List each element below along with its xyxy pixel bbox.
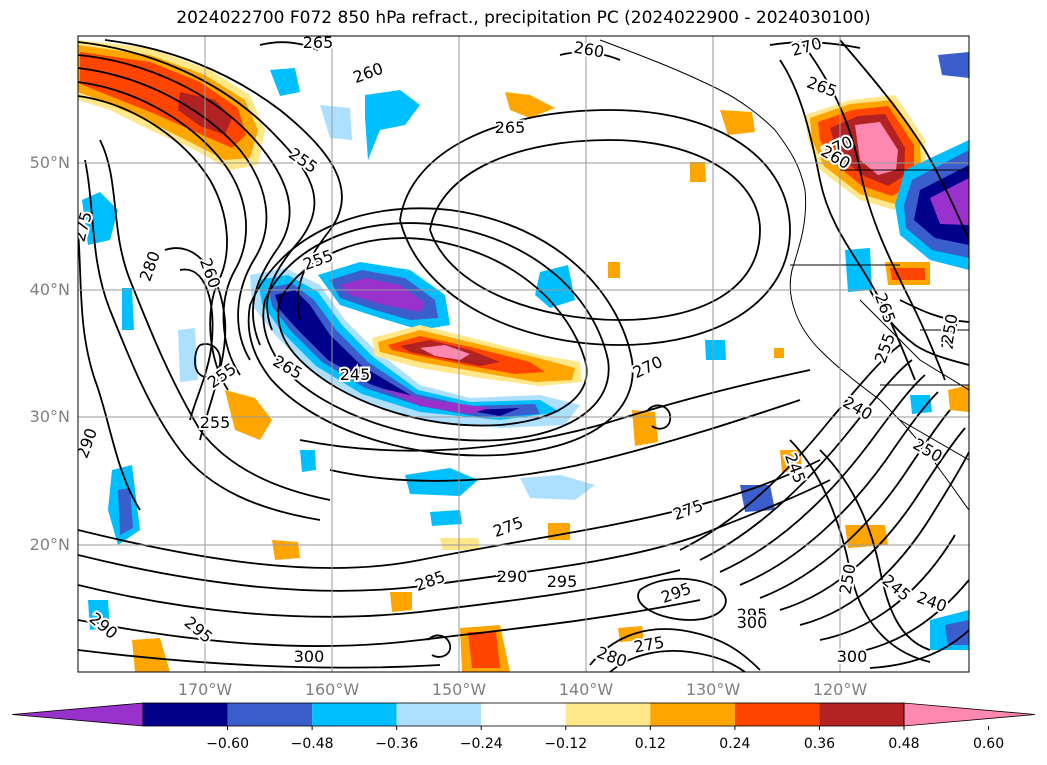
contour-label: 295 [547, 572, 578, 591]
contour-label-halo: 265 [303, 33, 334, 52]
contour-label: 255 [200, 413, 231, 432]
lat-label: 40°N [29, 280, 70, 299]
colorbar-tick-label: 0.36 [803, 736, 836, 752]
colorbar-frame [142, 702, 905, 727]
contour-label: 300 [737, 613, 768, 632]
contour-label-halo: 295 [737, 605, 768, 624]
lon-label: 140°W [558, 680, 614, 699]
coastlines [599, 39, 969, 511]
anomaly-shading [78, 40, 969, 672]
colorbar-segment [312, 703, 397, 726]
lon-label: 130°W [685, 680, 741, 699]
colorbar-segment [143, 703, 228, 726]
colorbar-tick-label: 0.12 [634, 736, 666, 752]
colorbar-segment [650, 703, 735, 726]
colorbar-tick-label: −0.12 [544, 736, 588, 752]
colorbar-segment [734, 703, 820, 726]
lon-label: 170°W [177, 680, 233, 699]
contour-label-halo: 300 [294, 647, 325, 666]
contour-label-halo: 300 [737, 613, 768, 632]
lon-label: 120°W [812, 680, 868, 699]
colorbar-segment [227, 703, 313, 726]
colorbar-extend-high [903, 702, 1036, 727]
lat-label: 50°N [29, 153, 70, 172]
lon-label: 160°W [304, 680, 360, 699]
plot-frame [77, 35, 970, 673]
map-grid [78, 36, 969, 672]
colorbar-tick-label: 0.60 [972, 736, 1005, 752]
contour-label-halo: 265 [495, 118, 526, 137]
contour-label: 300 [837, 647, 868, 666]
contour-label: 265 [495, 118, 526, 137]
colorbar-tick-label: 0.24 [719, 736, 751, 752]
contour-label: 295 [737, 605, 768, 624]
colorbar-tick-label: −0.36 [375, 736, 419, 752]
colorbar-segment [481, 703, 566, 726]
colorbar-tick-label: −0.60 [206, 736, 249, 752]
contour-label-halo: 295 [547, 572, 578, 591]
lat-label: 30°N [29, 407, 70, 426]
contour-label: 300 [294, 647, 325, 666]
colorbar-tick-label: −0.24 [459, 736, 503, 752]
contour-label-halo: 255 [200, 413, 231, 432]
contour-label-halo: 290 [497, 567, 528, 586]
colorbar [11, 702, 1036, 730]
map-title: 2024022700 F072 850 hPa refract., precip… [176, 8, 871, 28]
colorbar-tick-label: 0.48 [888, 736, 920, 752]
contour-label-halo: 300 [837, 647, 868, 666]
colorbar-tick-label: −0.48 [290, 736, 334, 752]
colorbar-segment [396, 703, 482, 726]
colorbar-segment [819, 703, 904, 726]
lat-label: 20°N [29, 535, 70, 554]
contour-label-halo: 245 [340, 365, 371, 384]
contour-label: 265 [303, 33, 334, 52]
contour-label: 290 [497, 567, 528, 586]
colorbar-segment [565, 703, 651, 726]
contour-label: 245 [340, 365, 371, 384]
lon-label: 150°W [431, 680, 487, 699]
colorbar-extend-low [11, 702, 144, 727]
contour-label: 270 [789, 34, 823, 60]
